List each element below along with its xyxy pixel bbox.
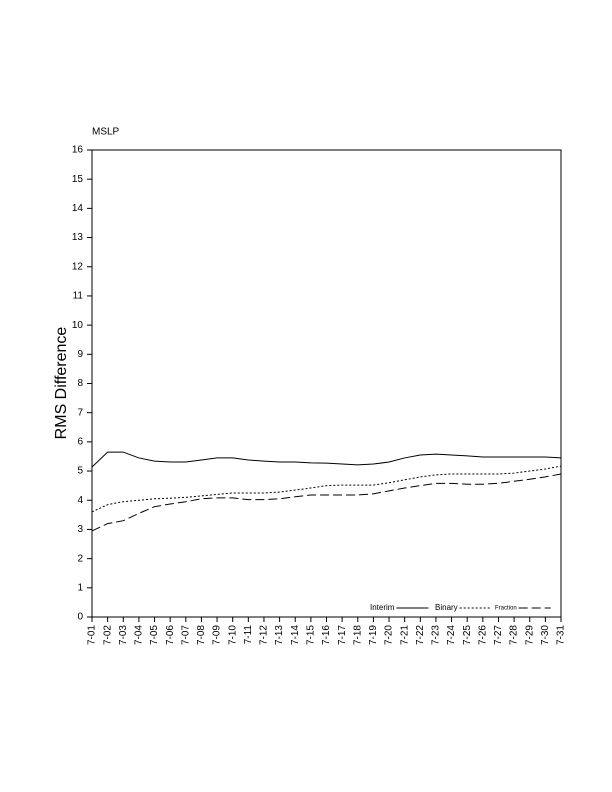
x-tick-label: 7-19	[368, 625, 379, 645]
y-tick-label: 6	[77, 437, 83, 448]
y-tick-label: 3	[77, 524, 83, 535]
x-tick-label: 7-05	[149, 625, 160, 645]
x-tick-label: 7-13	[274, 625, 285, 645]
x-tick-label: 7-17	[337, 625, 348, 645]
x-tick-label: 7-04	[134, 625, 145, 645]
x-tick-label: 7-15	[306, 625, 317, 645]
x-tick-label: 7-06	[165, 625, 176, 645]
y-tick-label: 14	[72, 203, 84, 214]
plot-frame	[91, 149, 562, 618]
y-axis-label: RMS Difference	[53, 327, 70, 440]
y-tick-label: 1	[77, 582, 83, 593]
chart-title: MSLP	[92, 127, 120, 138]
y-tick-label: 7	[77, 407, 83, 418]
y-tick-label: 8	[77, 378, 83, 389]
x-tick-label: 7-28	[509, 625, 520, 645]
x-tick-label: 7-18	[352, 625, 363, 645]
x-tick-label: 7-11	[243, 625, 254, 645]
y-tick-label: 0	[77, 612, 83, 623]
y-tick-label: 9	[77, 349, 83, 360]
x-tick-label: 7-24	[446, 625, 457, 645]
x-tick-label: 7-31	[556, 625, 567, 645]
series-line	[91, 451, 562, 468]
x-tick-label: 7-09	[212, 625, 223, 645]
series-line	[91, 465, 562, 513]
x-tick-label: 7-02	[102, 625, 113, 645]
legend-label: Binary	[435, 603, 458, 612]
y-tick-label: 12	[72, 261, 84, 272]
x-tick-label: 7-08	[196, 625, 207, 645]
x-tick-label: 7-07	[180, 625, 191, 645]
x-tick-label: 7-14	[290, 625, 301, 645]
x-tick-label: 7-29	[524, 625, 535, 645]
x-tick-label: 7-30	[540, 625, 551, 645]
x-tick-label: 7-10	[227, 625, 238, 645]
x-tick-label: 7-03	[118, 625, 129, 645]
x-tick-label: 7-16	[321, 625, 332, 645]
x-tick-label: 7-12	[259, 625, 270, 645]
series-line	[91, 473, 562, 532]
y-tick-label: 2	[77, 553, 83, 564]
x-tick-label: 7-27	[493, 625, 504, 645]
legend-label: Interim	[370, 603, 395, 612]
y-tick-label: 15	[72, 174, 84, 185]
y-tick-label: 10	[72, 320, 84, 331]
x-tick-label: 7-25	[462, 625, 473, 645]
x-tick-label: 7-01	[87, 625, 98, 645]
y-tick-label: 13	[72, 232, 84, 243]
y-tick-label: 11	[73, 291, 84, 302]
y-tick-label: 4	[77, 495, 83, 506]
x-tick-label: 7-20	[384, 625, 395, 645]
legend-label: Fraction	[495, 606, 517, 612]
x-tick-label: 7-23	[431, 625, 442, 645]
x-tick-label: 7-21	[399, 625, 410, 645]
x-tick-label: 7-22	[415, 625, 426, 645]
x-tick-label: 7-26	[477, 625, 488, 645]
y-tick-label: 5	[77, 466, 83, 477]
y-tick-label: 16	[72, 145, 84, 156]
